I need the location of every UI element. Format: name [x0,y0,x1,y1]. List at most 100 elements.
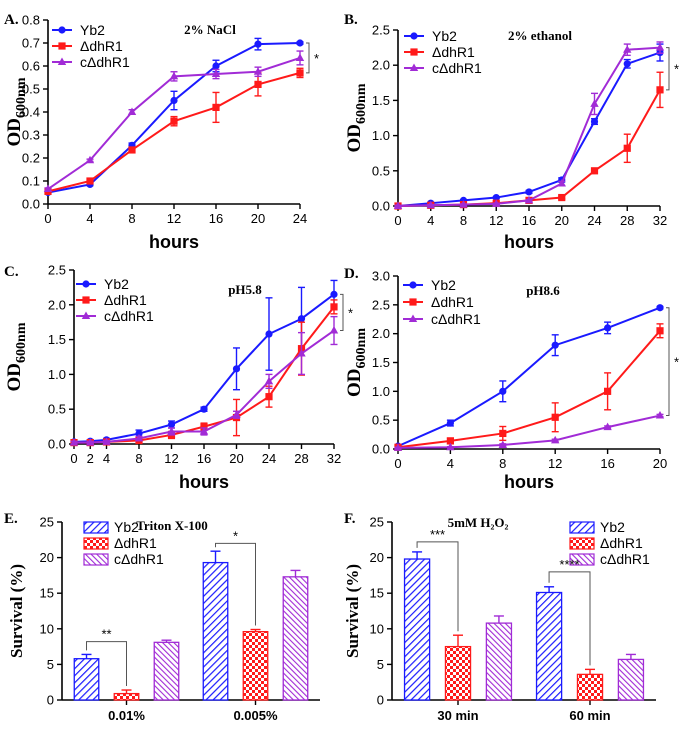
y-tick-label: 1.0 [372,128,390,143]
legend-swatch [83,521,109,534]
x-tick-label: 20 [229,451,243,466]
data-point [254,80,262,88]
data-point [265,393,273,401]
data-point [409,298,417,306]
y-tick-label: 0.8 [22,13,40,28]
legend-swatch [83,537,109,550]
series-2 [153,569,309,701]
series-1 [113,628,269,701]
data-point [590,117,599,126]
x-axis-label: hours [504,232,554,252]
x-tick-label: 2 [87,451,94,466]
significance-label: ** [101,627,111,642]
y-tick-label: 0.0 [22,197,40,212]
data-point [656,86,664,94]
y-tick-label: 0.3 [22,128,40,143]
bar [617,658,645,701]
y-tick-label: 10 [370,621,384,636]
data-point [623,45,632,53]
data-point [102,437,111,445]
y-tick-label: 2.0 [372,58,390,73]
series-2 [43,50,305,193]
x-tick-label: 16 [600,456,614,471]
y-tick-label: 2.5 [48,263,66,278]
y-tick-label: 3.0 [372,269,390,284]
data-point [623,60,631,68]
x-tick-label: 0 [394,456,401,471]
data-point [58,26,66,34]
y-axis-label-text: OD600nm [4,322,29,391]
y-tick-label: 1.5 [372,93,390,108]
data-point [212,62,220,70]
legend-swatch [83,553,109,566]
series-2 [393,41,665,209]
data-point [86,438,95,446]
data-point [69,438,79,446]
data-point [85,155,95,164]
data-point [296,69,304,77]
y-label-main: OD [344,124,365,153]
x-category-label: 0.005% [233,708,278,723]
y-tick-label: 0.5 [372,413,390,428]
y-tick-label: 25 [370,515,384,530]
data-point [551,435,560,444]
data-point [558,193,566,202]
y-label-sub: 600nm [14,322,29,363]
significance-bracket [666,307,670,417]
legend-label: ΔdhR1 [431,294,474,310]
legend-label: cΔdhR1 [432,60,482,76]
legend-swatch [569,553,595,566]
y-tick-label: 0.0 [372,442,390,457]
data-point [232,410,241,418]
y-tick-label: 2.0 [48,297,66,312]
y-axis-label-text: Survival (%) [7,564,26,658]
chart-title: 2% NaCl [184,22,236,37]
data-point [656,327,664,335]
data-point [525,188,533,196]
legend-swatch [569,521,595,534]
data-point [167,426,176,435]
panel-label: D. [344,266,359,282]
data-point [86,177,94,185]
x-tick-label: 16 [522,213,536,228]
x-tick-label: 20 [555,213,569,228]
legend-label: Yb2 [600,519,625,535]
x-tick-label: 12 [548,456,562,471]
legend-label: Yb2 [104,276,129,292]
bar [113,692,140,701]
bar [242,630,269,701]
x-tick-label: 4 [447,456,454,471]
data-point [492,193,500,202]
y-tick-label: 0.7 [22,36,40,51]
series-2 [393,411,665,451]
series-2 [485,615,645,701]
data-point [330,303,338,311]
significance-bracket [306,42,310,74]
x-tick-label: 0 [44,211,51,226]
data-point [254,40,262,48]
data-point [655,43,665,51]
data-point [82,280,90,288]
data-point [655,411,665,419]
significance-bracket [215,542,256,626]
data-point [410,48,418,56]
data-point [134,433,144,442]
panel-label: E. [4,511,18,527]
data-point [408,314,418,322]
bar [282,576,309,701]
data-point [253,67,263,75]
data-point [492,199,501,207]
significance-label: * [674,355,679,370]
y-tick-label: 0.5 [22,82,40,97]
panel-label: B. [344,12,358,28]
y-tick-label: 0.5 [372,163,390,178]
significance-bracket [86,641,127,687]
significance-bracket [416,541,459,632]
series-line [397,414,661,449]
x-axis-label: hours [504,472,554,492]
data-point [297,349,306,357]
x-tick-label: 4 [86,211,93,226]
y-tick-label: 20 [370,550,384,565]
legend-label: cΔdhR1 [114,551,164,567]
data-point [393,201,403,209]
